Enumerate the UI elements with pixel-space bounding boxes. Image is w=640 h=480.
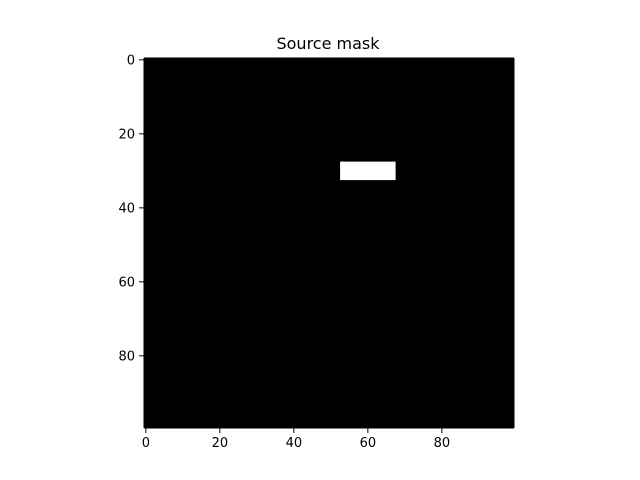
x-tick-label: 60 — [360, 436, 377, 451]
plot-area — [144, 58, 514, 428]
y-axis: 0 20 40 60 80 — [118, 53, 515, 428]
x-tick-label: 80 — [434, 436, 451, 451]
y-tick-label: 60 — [118, 275, 135, 290]
y-tick-label: 20 — [118, 127, 135, 142]
y-tick-label: 0 — [127, 53, 135, 68]
mask-background — [144, 58, 514, 428]
x-tick-label: 20 — [212, 436, 229, 451]
mask-region-1 — [340, 161, 396, 181]
mask-layer — [340, 161, 396, 181]
x-axis: 0 20 40 60 80 — [142, 57, 514, 451]
y-tick-label: 40 — [118, 201, 135, 216]
y-tick-label: 80 — [118, 349, 135, 364]
x-tick-label: 0 — [142, 436, 150, 451]
chart-title: Source mask — [276, 34, 380, 53]
x-tick-label: 40 — [286, 436, 303, 451]
